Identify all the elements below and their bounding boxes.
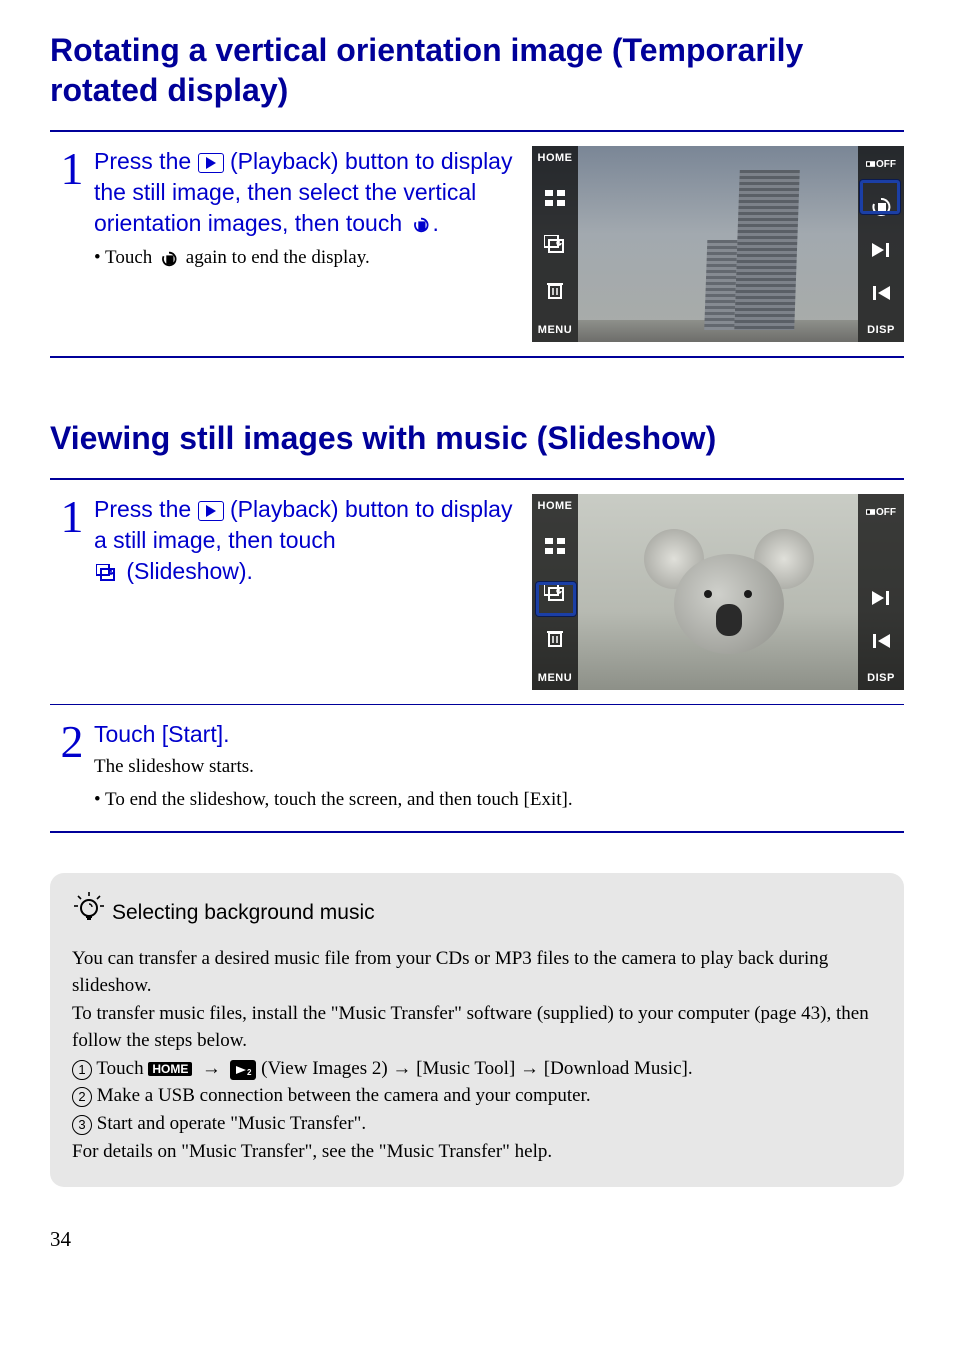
- tip-title-text: Selecting background music: [112, 898, 375, 928]
- highlight-slideshow: [536, 582, 576, 616]
- tip-p3: For details on "Music Transfer", see the…: [72, 1138, 882, 1166]
- menu-label: MENU: [538, 672, 572, 684]
- playback-icon: [198, 501, 224, 521]
- lightbulb-icon: [72, 891, 106, 934]
- tip-step3: 3 Start and operate "Music Transfer".: [72, 1110, 882, 1138]
- wide-off-icon: OFF: [866, 500, 896, 524]
- svg-text:2: 2: [247, 1068, 252, 1076]
- home-label: HOME: [538, 500, 573, 512]
- section1-step1: 1 Press the (Playback) button to display…: [50, 132, 904, 356]
- circled-1: 1: [72, 1060, 92, 1080]
- step-number-1b: 1: [50, 494, 94, 540]
- tip-step1: 1 Touch HOME → 2 (View Images 2) → [Musi…: [72, 1055, 882, 1083]
- step1-text: Press the (Playback) button to display t…: [94, 146, 516, 239]
- text: • Touch: [94, 247, 157, 268]
- text: Make a USB connection between the camera…: [92, 1085, 591, 1106]
- page-number: 34: [50, 1227, 904, 1252]
- text: Press the: [94, 148, 198, 174]
- wide-off-icon: OFF: [866, 152, 896, 176]
- disp-label: DISP: [867, 672, 895, 684]
- divider: [50, 356, 904, 358]
- step2-title: Touch [Start].: [94, 719, 888, 750]
- off-label: OFF: [876, 159, 896, 170]
- circled-2: 2: [72, 1087, 92, 1107]
- heading-rotating: Rotating a vertical orientation image (T…: [50, 30, 904, 110]
- slideshow-icon: [540, 232, 570, 256]
- home-badge: HOME: [148, 1062, 192, 1076]
- tip-box: Selecting background music You can trans…: [50, 873, 904, 1187]
- prev-icon: [866, 281, 896, 305]
- lcd-right-bar: OFF DISP: [858, 146, 904, 342]
- tip-p2: To transfer music files, install the "Mu…: [72, 1000, 882, 1055]
- circled-3: 3: [72, 1115, 92, 1135]
- divider: [50, 831, 904, 833]
- prev-icon: [866, 629, 896, 653]
- highlight-rotate: [860, 180, 900, 214]
- off-label: OFF: [876, 507, 896, 518]
- heading-slideshow: Viewing still images with music (Slidesh…: [50, 418, 904, 458]
- playback-icon: [198, 153, 224, 173]
- lcd-right-bar: OFF DISP: [858, 494, 904, 690]
- step1-note: • Touch again to end the display.: [94, 245, 516, 272]
- next-icon: [866, 238, 896, 262]
- lcd-screenshot-building: HOME MENU OFF: [532, 146, 904, 342]
- tip-title: Selecting background music: [72, 891, 882, 934]
- lcd-left-bar: HOME MENU: [532, 146, 578, 342]
- trash-icon: [540, 278, 570, 302]
- rotate-icon: [157, 250, 181, 268]
- home-label: HOME: [538, 152, 573, 164]
- grid-icon: [540, 186, 570, 210]
- text: (View Images 2) → [Music Tool] → [Downlo…: [256, 1058, 692, 1079]
- text: Start and operate "Music Transfer".: [92, 1113, 366, 1134]
- trash-icon: [540, 626, 570, 650]
- menu-label: MENU: [538, 324, 572, 336]
- text: .: [433, 210, 439, 236]
- step1b-text: Press the (Playback) button to display a…: [94, 494, 516, 587]
- text: (Slideshow).: [120, 558, 253, 584]
- step-number-2: 2: [50, 719, 94, 765]
- text: Press the: [94, 496, 198, 522]
- section2-step1: 1 Press the (Playback) button to display…: [50, 480, 904, 704]
- disp-label: DISP: [867, 324, 895, 336]
- slideshow-icon: [94, 564, 120, 582]
- tip-p1: You can transfer a desired music file fr…: [72, 945, 882, 1000]
- text: again to end the display.: [186, 247, 370, 268]
- rotate-icon: [409, 216, 433, 234]
- section2-step2: 2 Touch [Start]. The slideshow starts. •…: [50, 705, 904, 831]
- step2-note2: • To end the slideshow, touch the screen…: [94, 787, 888, 814]
- step-number-1: 1: [50, 146, 94, 192]
- view-images-2-icon: 2: [230, 1060, 256, 1080]
- grid-icon: [540, 534, 570, 558]
- tip-step2: 2 Make a USB connection between the came…: [72, 1082, 882, 1110]
- next-icon: [866, 586, 896, 610]
- text: Touch: [92, 1058, 148, 1079]
- step2-note1: The slideshow starts.: [94, 754, 888, 781]
- lcd-screenshot-koala: HOME MENU OFF: [532, 494, 904, 690]
